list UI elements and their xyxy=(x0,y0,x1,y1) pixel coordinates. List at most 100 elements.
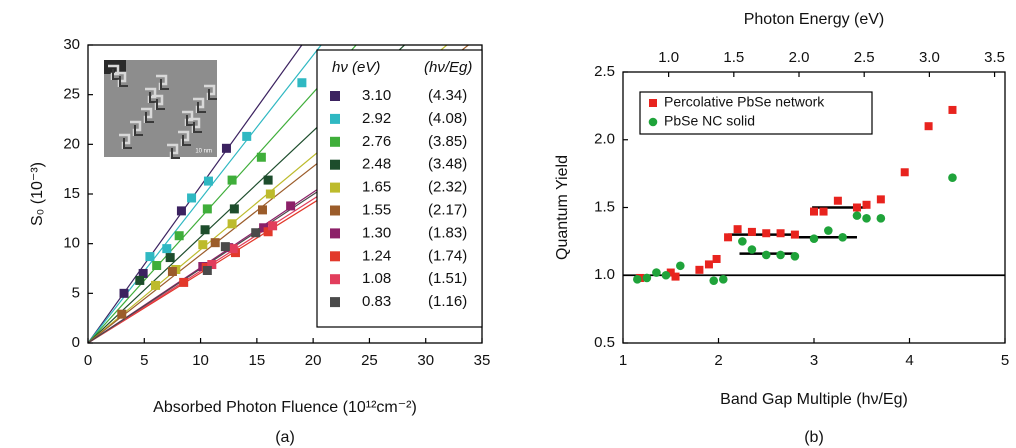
inset-texture xyxy=(160,79,169,90)
legend-marker xyxy=(330,91,340,101)
point xyxy=(862,214,871,223)
legend-header: hν (eV) xyxy=(332,59,380,76)
x-tick-label: 10 xyxy=(192,352,209,369)
inset-texture xyxy=(182,135,191,146)
legend-label: 3.10 xyxy=(362,87,391,104)
x-tick-label: 15 xyxy=(249,352,266,369)
point xyxy=(119,288,129,298)
point xyxy=(661,270,671,280)
point xyxy=(200,225,210,235)
x-tick-label: 1 xyxy=(619,352,627,369)
point xyxy=(652,268,661,277)
point xyxy=(852,211,862,220)
legend-label: 1.24 xyxy=(362,247,391,264)
point xyxy=(202,265,212,275)
legend-ratio: (1.51) xyxy=(428,270,467,287)
x2-tick-label: 1.0 xyxy=(658,49,679,66)
point xyxy=(824,226,833,235)
point xyxy=(265,189,275,199)
panel-label: (b) xyxy=(804,429,824,446)
x-tick-label: 0 xyxy=(84,352,92,369)
x2-tick-label: 3.5 xyxy=(984,49,1005,66)
y-tick-label: 20 xyxy=(63,135,80,152)
point xyxy=(210,238,220,248)
legend-marker xyxy=(330,274,340,285)
inset-texture xyxy=(193,122,202,133)
point xyxy=(776,250,785,260)
point xyxy=(263,175,273,185)
inset-texture xyxy=(156,99,165,110)
point xyxy=(257,205,267,215)
point xyxy=(263,227,273,237)
y-tick-label: 0 xyxy=(72,334,80,351)
point xyxy=(761,250,771,260)
legend-ratio: (2.17) xyxy=(428,201,467,218)
inset-texture xyxy=(112,69,121,80)
y-tick-label: 1.5 xyxy=(594,198,615,215)
legend-marker xyxy=(330,182,340,193)
point xyxy=(718,275,728,284)
legend-marker xyxy=(330,228,340,239)
x2-tick-label: 1.5 xyxy=(723,49,744,66)
point xyxy=(633,275,642,284)
point xyxy=(738,237,747,246)
point xyxy=(852,203,861,212)
inset-texture xyxy=(197,102,206,113)
legend-marker xyxy=(330,136,340,147)
point xyxy=(790,230,799,239)
legend-label: 1.30 xyxy=(362,224,391,241)
y-tick-label: 1.0 xyxy=(594,266,615,283)
legend-label: 2.92 xyxy=(362,110,391,127)
legend-marker xyxy=(649,99,657,107)
point xyxy=(162,244,172,254)
inset-scale-label: 10 nm xyxy=(195,149,212,155)
y-tick-label: 0.5 xyxy=(594,334,615,351)
legend-label: Percolative PbSe network xyxy=(664,94,825,110)
point xyxy=(229,204,239,214)
x-tick-label: 2 xyxy=(714,352,722,369)
point xyxy=(810,207,818,216)
point xyxy=(203,176,213,186)
legend-header: (hν/Eg) xyxy=(424,59,472,76)
point xyxy=(297,78,307,88)
x-tick-label: 30 xyxy=(417,352,434,369)
fit-line xyxy=(88,45,303,343)
point xyxy=(747,227,756,236)
point xyxy=(151,280,161,290)
legend-label: 2.48 xyxy=(362,156,391,173)
x-axis-label: Absorbed Photon Fluence (10¹²cm⁻²) xyxy=(153,399,417,416)
legend-ratio: (3.85) xyxy=(428,133,467,150)
point xyxy=(862,200,871,209)
x-tick-label: 35 xyxy=(474,352,491,369)
point xyxy=(117,309,127,319)
legend-label: 1.55 xyxy=(362,201,391,218)
point xyxy=(138,268,148,278)
legend-marker xyxy=(648,117,658,127)
panel-label: (a) xyxy=(275,429,295,446)
point xyxy=(187,193,197,203)
legend-ratio: (1.74) xyxy=(428,247,467,264)
inset-texture xyxy=(186,115,195,126)
legend-ratio: (3.48) xyxy=(428,156,467,173)
point xyxy=(724,233,733,242)
point xyxy=(135,275,145,285)
x-tick-label: 20 xyxy=(305,352,322,369)
legend-marker xyxy=(330,251,340,262)
point xyxy=(176,206,186,216)
point xyxy=(228,244,238,254)
point xyxy=(152,261,162,271)
point xyxy=(819,207,828,216)
point xyxy=(251,228,261,238)
point xyxy=(259,223,269,233)
legend-label: 1.08 xyxy=(362,270,391,287)
x2-tick-label: 2.5 xyxy=(854,49,875,66)
point xyxy=(179,277,189,287)
point xyxy=(165,253,175,263)
legend-label: 2.76 xyxy=(362,133,391,150)
point xyxy=(242,131,252,141)
y-axis-label: S₀ (10⁻³) xyxy=(29,162,46,226)
point xyxy=(174,231,184,241)
point xyxy=(676,261,685,271)
x-axis-label: Band Gap Multiple (hν/Eg) xyxy=(720,391,908,408)
